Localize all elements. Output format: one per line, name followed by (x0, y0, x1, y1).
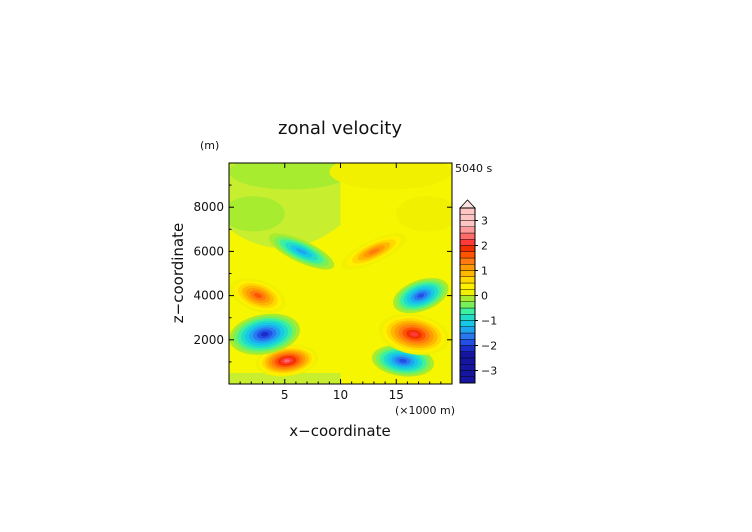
x-tick-label: 15 (389, 388, 404, 402)
x-axis: 5 10 15 (239, 163, 442, 402)
colorbar-swatch (459, 295, 476, 302)
colorbar-swatch (459, 364, 476, 371)
colorbar-swatch (459, 376, 476, 384)
colorbar-swatch (459, 345, 476, 352)
time-label: 5040 s (455, 162, 492, 175)
colorbar-tick-label: 2 (481, 240, 488, 253)
contour-cell (229, 163, 352, 190)
colorbar-swatch (459, 351, 476, 359)
x-axis-label: x−coordinate (289, 422, 390, 440)
y-tick-label: 4000 (193, 289, 224, 303)
colorbar-extend-triangle (459, 199, 476, 209)
colorbar-swatch (459, 214, 476, 221)
colorbar-tick-label: 0 (481, 290, 488, 303)
contour-cell (230, 278, 286, 314)
colorbar-swatch (459, 245, 476, 252)
contour-level (396, 196, 452, 232)
contour-level (399, 358, 407, 363)
colorbar-tick-label: −2 (481, 340, 497, 353)
colorbar-swatch (459, 357, 476, 365)
colorbar-tick-label: 3 (481, 215, 488, 228)
contour-cell (393, 278, 449, 314)
colorbar-swatch (459, 301, 476, 309)
colorbar-swatch (459, 270, 476, 277)
contour-level (368, 248, 380, 255)
colorbar-swatch (459, 251, 476, 259)
colorbar-swatch (459, 207, 476, 215)
contour-level (296, 248, 307, 255)
contour-cell (229, 313, 300, 355)
colorbar-swatch (459, 370, 476, 377)
contour-cell (378, 313, 450, 355)
contour-level (229, 163, 352, 190)
colorbar-tick-label: −3 (481, 365, 497, 378)
y-axis: 2000 4000 6000 8000 (193, 184, 452, 363)
contour-cell (396, 196, 452, 232)
colorbar-swatch (459, 282, 476, 290)
contour-level (417, 293, 425, 298)
y-tick-label: 8000 (193, 200, 224, 214)
contour-level (283, 359, 291, 363)
colorbar-swatch (459, 220, 476, 227)
colorbar: 3 2 1 0 −1 −2 −3 (459, 199, 497, 384)
contour-level (410, 331, 419, 337)
x-tick-label: 10 (333, 388, 348, 402)
contour-level (329, 163, 452, 190)
y-axis-label: z−coordinate (169, 223, 187, 323)
colorbar-swatch (459, 232, 476, 240)
colorbar-swatch (459, 257, 476, 265)
contour-level (254, 293, 262, 299)
colorbar-swatch (459, 339, 476, 346)
y-tick-label: 6000 (193, 244, 224, 258)
colorbar-swatch (459, 289, 476, 296)
contour-level (229, 196, 285, 232)
contour-cell (329, 163, 452, 190)
colorbar-tick-label: −1 (481, 315, 497, 328)
y-tick-label: 2000 (193, 333, 224, 347)
colorbar-swatch (459, 320, 476, 327)
x-unit-label: (×1000 m) (395, 404, 455, 417)
contour-field (229, 163, 452, 384)
colorbar-swatch (459, 332, 476, 340)
contour-cell (268, 233, 335, 270)
x-tick-label: 5 (281, 388, 289, 402)
contour-cell (255, 344, 319, 377)
colorbar-swatch (459, 276, 476, 284)
colorbar-swatch (459, 314, 476, 321)
colorbar-tick-label: 1 (481, 265, 488, 278)
contour-level (260, 331, 269, 337)
colorbar-swatch (459, 226, 476, 234)
y-unit-label: (m) (200, 139, 219, 152)
contour-cell (341, 233, 407, 270)
colorbar-swatch (459, 307, 476, 315)
colorbar-swatch (459, 239, 476, 246)
chart-title: zonal velocity (278, 118, 402, 139)
colorbar-swatch (459, 326, 476, 334)
colorbar-swatch (459, 264, 476, 271)
contour-cell (229, 196, 285, 232)
